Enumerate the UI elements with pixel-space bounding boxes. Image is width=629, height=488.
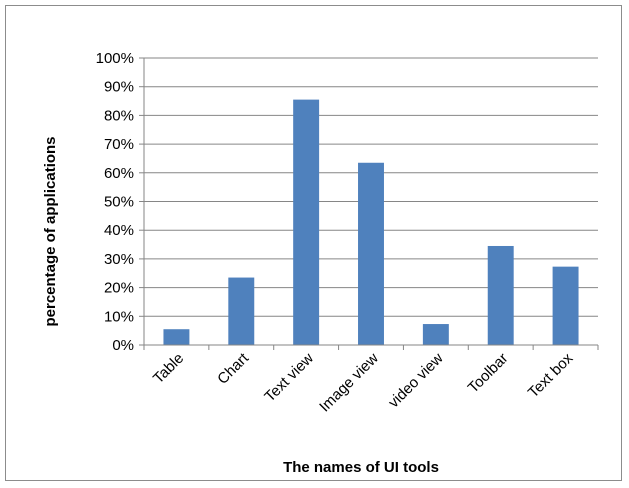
bar-text-box <box>552 266 579 345</box>
grid-lines <box>144 57 598 317</box>
y-tick-label: 20% <box>104 280 134 297</box>
bar-image-view <box>358 162 384 345</box>
x-tick-label: Image view <box>316 350 382 416</box>
y-tick-label: 80% <box>104 107 134 124</box>
x-tick-label: Text box <box>525 349 577 401</box>
bar-table <box>163 329 190 345</box>
bar-text-view <box>293 99 320 346</box>
bar-toolbar <box>487 245 514 345</box>
axes <box>139 57 599 350</box>
y-tick-label: 90% <box>104 79 134 96</box>
bar-video-view <box>422 324 449 345</box>
bar-chart <box>228 277 255 345</box>
x-tick-labels: Table Chart Text view Image view video view T… <box>150 349 577 415</box>
bars <box>163 99 579 346</box>
x-tick-label: Text view <box>261 350 317 406</box>
y-tick-labels: 0% 10% 20% 30% 40% 50% 60% 70% 80% 90% 100% <box>96 50 134 354</box>
x-axis-title: The names of UI tools <box>283 459 439 476</box>
y-tick-label: 50% <box>104 194 134 211</box>
x-tick-label: Table <box>150 350 187 387</box>
y-tick-label: 100% <box>96 50 134 67</box>
y-tick-label: 30% <box>104 251 134 268</box>
x-tick-label: Toolbar <box>465 350 512 397</box>
y-tick-label: 70% <box>104 136 134 153</box>
y-tick-label: 40% <box>104 222 134 239</box>
y-axis-title: percentage of applications <box>42 136 59 326</box>
x-tick-label: Chart <box>214 349 253 388</box>
y-tick-label: 10% <box>104 308 134 325</box>
y-tick-label: 60% <box>104 165 134 182</box>
y-tick-label: 0% <box>112 337 134 354</box>
x-tick-label: video view <box>385 350 447 412</box>
